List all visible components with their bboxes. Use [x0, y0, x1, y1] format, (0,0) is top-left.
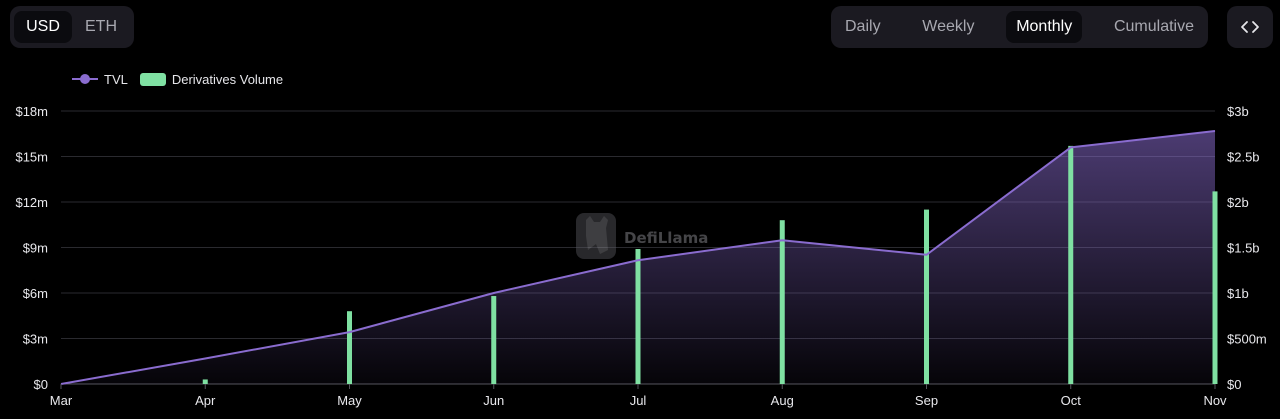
tvl-line[interactable] [60, 130, 1216, 385]
x-axis: Mar Apr May Jun Jul Aug Sep Oct Nov [50, 384, 1227, 408]
legend-line-symbol [72, 74, 98, 84]
volume-bar[interactable] [1212, 191, 1218, 384]
currency-option-usd[interactable]: USD [14, 11, 72, 43]
embed-button[interactable] [1227, 6, 1273, 48]
right-tick-label: $1b [1227, 286, 1249, 301]
volume-bar[interactable] [924, 209, 929, 384]
legend-label-derivatives-volume: Derivatives Volume [171, 71, 284, 87]
x-tick-label: Oct [1061, 393, 1082, 408]
chart-legend: TVL Derivatives Volume [72, 70, 295, 88]
currency-option-eth[interactable]: ETH [85, 18, 117, 35]
right-tick-label: $500m [1227, 332, 1267, 347]
volume-bar[interactable] [1068, 145, 1074, 384]
period-option-cumulative[interactable]: Cumulative [1113, 18, 1194, 35]
right-tick-label: $1.5b [1227, 241, 1260, 256]
volume-bar[interactable] [347, 311, 352, 384]
llama-logo [576, 213, 616, 259]
currency-toggle: USD ETH [10, 6, 134, 48]
legend-label-tvl: TVL [104, 71, 128, 87]
watermark: DefiLlama [576, 213, 708, 259]
left-tick-label: $0 [34, 377, 48, 392]
x-tick-label: Jul [630, 393, 647, 408]
watermark-text: DefiLlama [624, 229, 708, 247]
left-tick-label: $6m [23, 286, 48, 301]
legend-item-derivatives-volume[interactable]: Derivatives Volume [139, 71, 284, 87]
right-tick-label: $2b [1227, 195, 1249, 210]
period-option-daily[interactable]: Daily [845, 18, 881, 35]
x-tick-label: Nov [1203, 393, 1227, 408]
legend-bar-symbol [139, 72, 166, 86]
x-tick-label: Aug [771, 393, 794, 408]
left-tick-label: $3m [23, 332, 48, 347]
volume-bar[interactable] [202, 379, 208, 384]
period-option-monthly[interactable]: Monthly [1006, 11, 1083, 43]
volume-bars [202, 145, 1218, 384]
left-tick-label: $12m [15, 195, 48, 210]
x-tick-label: Jun [483, 393, 504, 408]
volume-bar[interactable] [779, 220, 785, 384]
x-tick-label: Sep [915, 393, 938, 408]
left-axis: $0 $3m $6m $9m $12m $15m $18m [15, 104, 48, 392]
x-tick-label: Apr [195, 393, 216, 408]
left-tick-label: $15m [15, 150, 48, 165]
legend-item-tvl[interactable]: TVL [72, 72, 128, 87]
volume-bar[interactable] [635, 249, 641, 384]
x-tick-label: Mar [50, 393, 73, 408]
volume-bar[interactable] [491, 296, 497, 384]
tvl-line-layer [60, 130, 1216, 385]
right-tick-label: $0 [1227, 377, 1241, 392]
x-tick-label: May [337, 393, 362, 408]
code-icon [1241, 21, 1259, 33]
left-tick-label: $18m [15, 104, 48, 119]
left-tick-label: $9m [23, 241, 48, 256]
right-tick-label: $2.5b [1227, 150, 1260, 165]
right-tick-label: $3b [1227, 104, 1249, 119]
right-axis: $0 $500m $1b $1.5b $2b $2.5b $3b [1227, 104, 1267, 392]
period-toggle: Daily Weekly Monthly Cumulative [831, 6, 1208, 48]
period-option-weekly[interactable]: Weekly [922, 18, 975, 35]
